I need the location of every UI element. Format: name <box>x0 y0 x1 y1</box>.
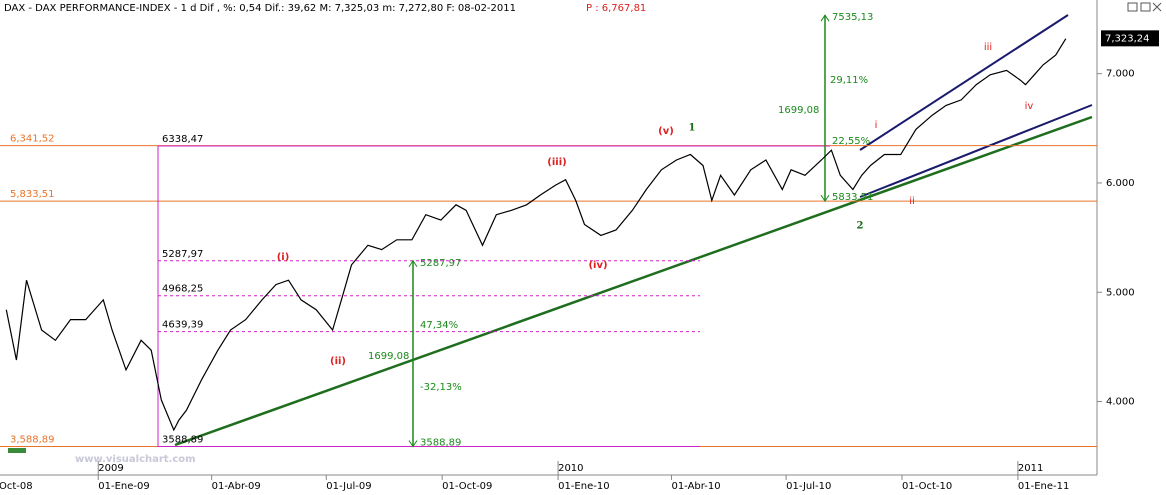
wave-label: 1 <box>689 123 696 134</box>
channel-bottom <box>859 104 1093 198</box>
measure-text: 1699,08 <box>778 105 819 116</box>
x-tick-label: 01-Oct-10 <box>902 481 952 492</box>
x-tick-label: 01-Jul-10 <box>786 481 831 492</box>
level-label: 3,588,89 <box>10 434 55 445</box>
measure-from: 5833,51 <box>832 192 873 203</box>
retracement-label: 3588,89 <box>162 434 203 445</box>
x-tick-label: 01-Abr-10 <box>671 481 720 492</box>
measure-to: 7535,13 <box>832 12 873 23</box>
window-button[interactable] <box>1140 2 1151 12</box>
measure-text: 47,34% <box>420 320 458 331</box>
x-tick-label: 01-Ene-11 <box>1018 481 1069 492</box>
x-tick-label: 01-Ene-10 <box>558 481 609 492</box>
header-price: P : 6,767,81 <box>586 3 646 14</box>
level-label: 5,833,51 <box>10 189 55 200</box>
trendline <box>174 115 1093 447</box>
wave-label: 2 <box>857 221 864 232</box>
retracement-label: 4968,25 <box>162 284 203 295</box>
wave-label: (iv) <box>588 260 607 271</box>
header: DAX - DAX PERFORMANCE-INDEX - 1 d Dif , … <box>4 3 516 14</box>
y-tick-label: 4.000 <box>1106 397 1135 408</box>
year-label: 2011 <box>1018 463 1043 474</box>
close-button[interactable] <box>1152 2 1162 12</box>
retracement-label: 4639,39 <box>162 320 203 331</box>
wave-label: (i) <box>277 252 290 263</box>
price-line <box>5 38 1067 432</box>
measure-from: 3588,89 <box>420 437 461 448</box>
x-tick-label: 01-Jul-09 <box>326 481 371 492</box>
wave-label: ii <box>909 196 915 207</box>
measure-arrow <box>820 194 830 203</box>
wave-label: iv <box>1025 101 1034 112</box>
measure-arrow <box>408 440 418 448</box>
window-button[interactable] <box>1127 2 1138 12</box>
measure-text: -32,13% <box>420 382 462 393</box>
wave-label: (ii) <box>330 356 346 367</box>
wave-label: i <box>875 120 878 131</box>
x-tick-label: 01-Abr-09 <box>212 481 261 492</box>
wave-label: iii <box>984 42 992 53</box>
y-tick-label: 6.000 <box>1106 178 1135 189</box>
watermark: www.visualchart.com <box>75 454 196 465</box>
measure-text: 22,55% <box>832 136 870 147</box>
icon <box>8 448 26 453</box>
wave-label: (v) <box>658 126 674 137</box>
channel-top <box>859 14 1069 151</box>
retracement-label: 5287,97 <box>162 249 203 260</box>
y-tick-label: 5.000 <box>1106 287 1135 298</box>
year-label: 2010 <box>558 463 583 474</box>
measure-text: 1699,08 <box>368 351 409 362</box>
y-tick-label: 7.000 <box>1106 69 1135 80</box>
last-price-box <box>1101 30 1159 47</box>
last-price-label: 7,323,24 <box>1105 33 1150 44</box>
x-tick-label: 01-Oct-09 <box>442 481 492 492</box>
wave-label: (iii) <box>547 157 566 168</box>
year-label: 2009 <box>98 463 123 474</box>
x-tick-label: 01-Ene-09 <box>98 481 149 492</box>
measure-arrow <box>408 259 418 268</box>
x-tick-label: 01-Oct-08 <box>0 481 33 492</box>
level-label: 6,341,52 <box>10 134 55 145</box>
measure-to: 5287,97 <box>420 258 461 269</box>
retracement-label: 6338,47 <box>162 134 203 145</box>
measure-text: 29,11% <box>830 75 868 86</box>
measure-arrow <box>820 14 830 22</box>
